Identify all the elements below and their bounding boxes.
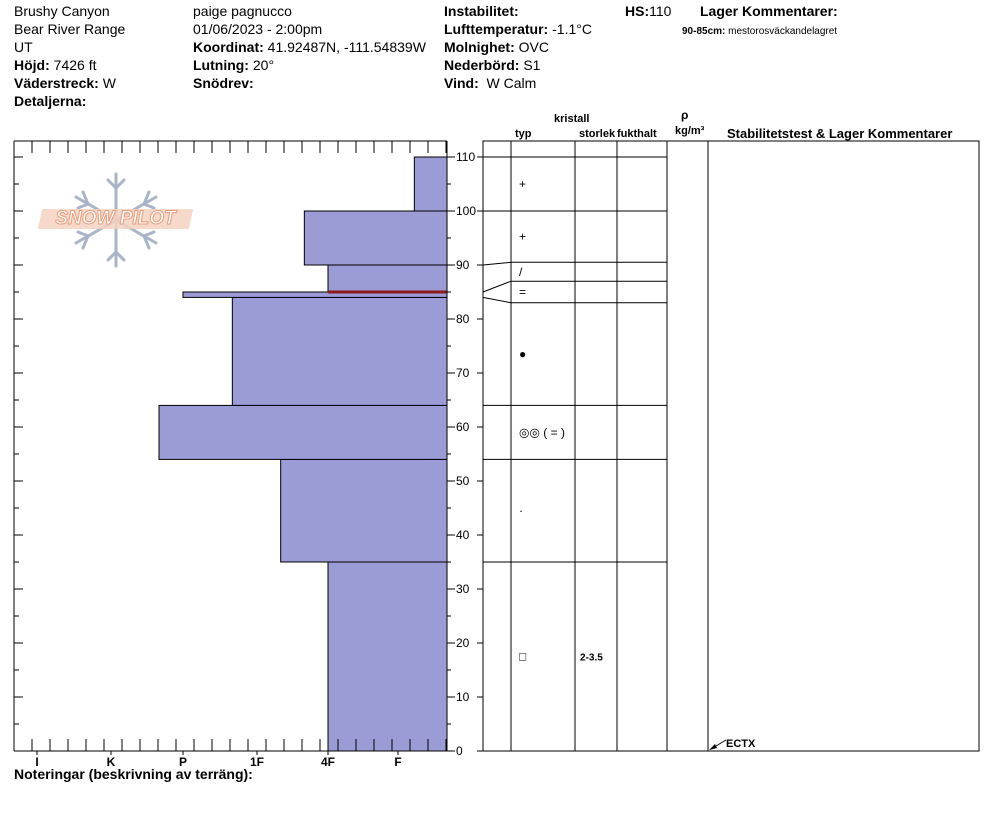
sky-value: OVC <box>518 39 549 55</box>
depth-label-20: 20 <box>456 636 470 650</box>
density-unit: kg/m³ <box>675 125 705 137</box>
hs-row: HS:110 <box>625 3 671 20</box>
hardness-label-K: K <box>107 755 116 769</box>
layer-boundary-5 <box>482 261 667 266</box>
crystal-header: kristall <box>554 113 590 125</box>
snowpilot-logo: SNOW PILOT <box>37 172 194 268</box>
slope-label: Lutning: <box>193 57 249 73</box>
elevation-label: Höjd: <box>14 57 50 73</box>
depth-label-30: 30 <box>456 582 470 596</box>
aspect-row: Väderstreck: W <box>14 75 116 92</box>
depth-label-0: 0 <box>456 744 463 758</box>
layer-comment-range: 90-85cm: <box>682 26 726 37</box>
hardness-bar-7 <box>413 156 448 212</box>
stability-arrowhead <box>709 744 717 750</box>
depth-label-60: 60 <box>456 420 470 434</box>
precip-value: S1 <box>523 57 541 73</box>
airtemp-value: -1.1°C <box>552 21 592 37</box>
hardness-label-P: P <box>179 755 187 769</box>
logo-text: SNOW PILOT <box>55 208 176 230</box>
coordinate-row: Koordinat: 41.92487N, -111.54839W <box>193 39 426 56</box>
grain-size-0: 2-3.5 <box>580 653 603 664</box>
layer-comment-text: mestorosväckandelagret <box>728 26 838 37</box>
precip-label: Nederbörd: <box>444 57 520 73</box>
depth-label-90: 90 <box>456 258 470 272</box>
wind-label: Vind: <box>444 75 479 91</box>
grain-type-5: / <box>519 265 523 279</box>
hardness-bar-6 <box>303 210 448 266</box>
notes-label: Noteringar (beskrivning av terräng): <box>14 766 253 782</box>
hardness-bar-1 <box>280 458 448 563</box>
grain-type-2: ◎◎ ( = ) <box>519 425 565 439</box>
grain-type-3: ● <box>519 347 526 361</box>
hardness-label-1F: 1F <box>250 755 264 769</box>
grain-type-0: □ <box>519 650 526 664</box>
depth-label-80: 80 <box>456 312 470 326</box>
stability-header: Stabilitetstest & Lager Kommentarer <box>727 126 953 141</box>
state-name: UT <box>14 39 33 55</box>
stability-test-label: ECTX <box>726 738 756 750</box>
range-name: Bear River Range <box>14 21 126 37</box>
depth-label-110: 110 <box>456 150 475 164</box>
density-symbol: ρ <box>681 108 689 122</box>
airtemp-row: Lufttemperatur: -1.1°C <box>444 21 592 38</box>
layer-boundary-3 <box>482 296 667 304</box>
layer-comments-label: Lager Kommentarer: <box>700 3 838 19</box>
wind-row: Vind: W Calm <box>444 75 536 92</box>
coordinate-value: 41.92487N, -111.54839W <box>267 39 426 55</box>
precip-row: Nederbörd: S1 <box>444 57 540 74</box>
hardness-bar-2 <box>158 404 448 460</box>
elevation-row: Höjd: 7426 ft <box>14 57 96 74</box>
crystal-size-header: storlek <box>579 128 616 140</box>
depth-label-50: 50 <box>456 474 470 488</box>
airtemp-label: Lufttemperatur: <box>444 21 549 37</box>
sky-label: Molnighet: <box>444 39 515 55</box>
depth-label-100: 100 <box>456 204 476 218</box>
coordinate-label: Koordinat: <box>193 39 264 55</box>
hs-value: 110 <box>649 3 672 19</box>
layer-boundary-4 <box>482 280 667 293</box>
elevation-value: 7426 ft <box>53 57 97 73</box>
hardness-label-4F: 4F <box>321 755 335 769</box>
depth-label-40: 40 <box>456 528 470 542</box>
hs-label: HS: <box>625 3 650 19</box>
location-name: Brushy Canyon <box>14 3 110 19</box>
aspect-label: Väderstreck: <box>14 75 99 91</box>
grain-type-4: = <box>519 285 526 299</box>
hardness-bar-5 <box>327 264 448 293</box>
hardness-label-I: I <box>35 755 38 769</box>
wind-value: W Calm <box>486 75 537 91</box>
instability-label: Instabilitet: <box>444 3 519 19</box>
moisture-header: fukthalt <box>617 128 657 140</box>
details-label: Detaljerna: <box>14 93 87 109</box>
density-column <box>666 140 709 752</box>
stability-column <box>707 140 980 752</box>
drift-label: Snödrev: <box>193 75 254 91</box>
slope-row: Lutning: 20° <box>193 57 274 74</box>
aspect-value: W <box>102 75 116 91</box>
crystal-type-header: typ <box>515 128 532 140</box>
slope-value: 20° <box>252 57 275 73</box>
grain-type-6: + <box>519 230 526 244</box>
grain-type-7: + <box>519 177 526 191</box>
grain-type-1: · <box>519 504 523 518</box>
depth-label-10: 10 <box>456 690 470 704</box>
layer-comment-row: 90-85cm: mestorosväckandelagret <box>682 23 837 40</box>
observer-name: paige pagnucco <box>193 3 292 19</box>
sky-row: Molnighet: OVC <box>444 39 549 56</box>
hardness-label-F: F <box>394 755 401 769</box>
depth-label-70: 70 <box>456 366 470 380</box>
hardness-bar-0 <box>327 561 448 752</box>
hardness-bar-3 <box>231 296 448 406</box>
observation-datetime: 01/06/2023 - 2:00pm <box>193 21 323 37</box>
